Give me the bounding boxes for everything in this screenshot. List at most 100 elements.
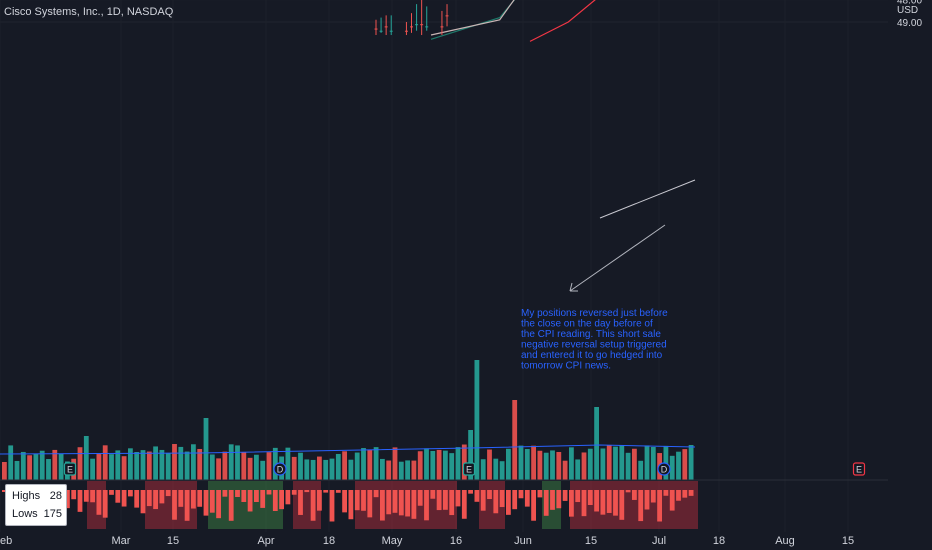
volume-bar: [436, 449, 442, 480]
volume-bar: [632, 448, 637, 480]
breadth-bar: [537, 490, 543, 498]
breadth-bar: [461, 490, 467, 519]
breadth-bar: [191, 490, 196, 509]
time-tick-label: 15: [585, 535, 597, 547]
volume-bar: [96, 454, 102, 480]
breadth-bar: [594, 490, 599, 512]
volume-bar: [524, 448, 530, 480]
breadth-bar: [254, 490, 259, 503]
breadth-bar: [291, 490, 297, 495]
breadth-bar: [121, 490, 127, 507]
price-axis-bg: [888, 0, 932, 550]
breadth-bar: [625, 490, 631, 493]
volume-bar: [361, 448, 366, 480]
breadth-pane: 0−1000: [0, 479, 926, 529]
time-tick-label: Mar: [112, 535, 131, 547]
volume-bar: [669, 455, 675, 480]
breadth-bar: [411, 490, 417, 519]
volume-bar: [323, 459, 329, 480]
breadth-bar: [115, 490, 121, 503]
volume-bar: [506, 448, 511, 480]
arrow-head: [569, 282, 578, 292]
volume-bar: [140, 450, 146, 480]
volume-bar: [14, 460, 20, 480]
breadth-bar: [524, 490, 530, 507]
volume-bar: [487, 449, 492, 480]
highs-label: Highs: [12, 490, 41, 502]
symbol-title: Cisco Systems, Inc., 1D, NASDAQ: [4, 6, 174, 18]
breadth-bar: [493, 490, 499, 514]
lows-value: 175: [43, 508, 62, 520]
volume-bar: [235, 445, 240, 480]
volume-bar: [20, 451, 26, 480]
breadth-bar: [506, 490, 511, 515]
breadth-bar: [417, 490, 423, 506]
breadth-bar: [77, 490, 83, 512]
lows-row: Lows 175: [12, 506, 62, 522]
breadth-bar: [657, 490, 662, 522]
breadth-bar: [209, 490, 215, 513]
volume-bar: [562, 460, 568, 480]
candle-body: [374, 28, 378, 30]
breadth-bar: [159, 490, 165, 504]
series-line: [430, 0, 515, 36]
volume-bar: [165, 452, 171, 480]
volume-bar: [606, 445, 612, 480]
breadth-bar: [562, 490, 568, 501]
dividend-icon: [657, 462, 671, 476]
volume-bar: [46, 459, 51, 480]
volume-bar: [417, 451, 423, 480]
volume-bar: [134, 451, 140, 480]
breadth-bar: [335, 490, 341, 493]
breadth-bar: [2, 490, 7, 492]
volume-bar: [550, 450, 555, 480]
volume-bar: [128, 448, 133, 480]
breadth-bar: [688, 490, 694, 496]
highs-value: 28: [49, 490, 62, 502]
volume-bar: [354, 452, 360, 480]
breadth-bar: [632, 490, 637, 500]
volume-bar: [178, 446, 184, 480]
breadth-bar: [146, 490, 152, 507]
breadth-bar: [398, 490, 404, 516]
volume-bar: [398, 461, 404, 480]
volume-bar: [531, 445, 536, 480]
volume-bar: [575, 459, 581, 480]
time-tick-label: Jun: [514, 535, 532, 547]
breadth-bar: [430, 490, 436, 499]
event-letter: D: [277, 465, 284, 475]
time-tick-label: 18: [323, 535, 335, 547]
breadth-bar: [512, 490, 518, 510]
volume-bar: [480, 459, 486, 480]
volume-bar: [2, 462, 7, 480]
volume-bar: [203, 418, 209, 480]
breadth-bar: [367, 490, 373, 518]
volume-bar: [109, 454, 114, 480]
volume-bar: [159, 449, 165, 480]
breadth-bar: [436, 490, 442, 511]
volume-bar: [625, 452, 631, 480]
breadth-bar: [172, 490, 177, 520]
lows-label: Lows: [12, 508, 38, 520]
volume-bar: [443, 450, 448, 480]
volume-bar: [317, 456, 322, 480]
breadth-bar: [638, 490, 644, 522]
breadth-bar: [96, 490, 102, 515]
volume-bar: [191, 444, 196, 480]
volume-bar: [329, 458, 335, 480]
breadth-bar: [298, 490, 303, 515]
volume-bar: [342, 451, 347, 480]
annotation-text-line: the CPI reading. This short sale: [521, 329, 661, 340]
series-line: [529, 0, 596, 42]
volume-bar: [518, 445, 524, 480]
volume-pane: [0, 360, 696, 480]
volume-bar: [581, 452, 587, 480]
breadth-bar: [241, 490, 247, 502]
breadth-bar: [499, 490, 505, 508]
earnings-icon: [462, 462, 476, 476]
volume-bar: [392, 447, 398, 480]
volume-bar: [537, 450, 543, 480]
volume-bar: [115, 450, 121, 480]
